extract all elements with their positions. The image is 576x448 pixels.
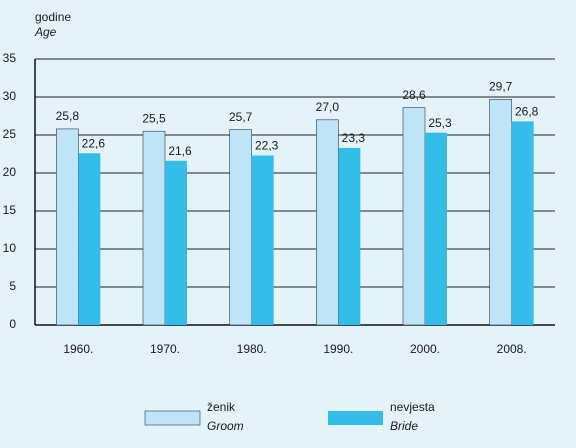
value-label: 26,8 <box>515 104 539 118</box>
y-axis-label-en: Age <box>34 25 57 39</box>
x-tick-label: 2000. <box>410 342 440 356</box>
value-label: 27,0 <box>316 100 340 114</box>
bar <box>229 129 252 326</box>
bar <box>425 132 447 325</box>
bar <box>142 130 166 326</box>
y-tick-label: 5 <box>9 279 16 293</box>
value-label: 22,6 <box>82 136 106 150</box>
y-tick-label: 10 <box>3 241 17 255</box>
value-label: 25,8 <box>56 109 80 123</box>
x-tick-label: 1970. <box>150 342 180 356</box>
x-tick-label: 1960. <box>63 342 93 356</box>
bar <box>316 119 339 326</box>
bar <box>56 128 79 326</box>
bar <box>251 155 274 325</box>
x-tick-label: 1980. <box>237 342 267 356</box>
y-tick-label: 30 <box>3 89 17 103</box>
y-tick-label: 35 <box>3 51 17 65</box>
bar <box>489 98 512 326</box>
y-axis-label: godine <box>35 10 71 24</box>
x-tick-label: 2008. <box>497 342 527 356</box>
legend-label: ženik <box>207 400 236 414</box>
bar <box>165 160 187 325</box>
value-label: 23,3 <box>342 131 366 145</box>
legend-swatch <box>144 410 201 426</box>
y-tick-label: 25 <box>3 127 17 141</box>
value-label: 28,6 <box>402 88 426 102</box>
value-label: 21,6 <box>168 144 192 158</box>
value-label: 25,5 <box>142 111 166 125</box>
x-tick-label: 1990. <box>323 342 353 356</box>
value-label: 25,3 <box>428 116 452 130</box>
y-tick-label: 20 <box>3 165 17 179</box>
value-label: 22,3 <box>255 139 279 153</box>
y-tick-label: 0 <box>9 317 16 331</box>
bar <box>338 147 361 325</box>
legend-label: nevjesta <box>390 400 435 414</box>
legend-label-en: Groom <box>207 419 244 433</box>
y-tick-label: 15 <box>3 203 17 217</box>
legend-swatch <box>328 411 383 425</box>
bar <box>402 107 426 326</box>
bar <box>511 121 534 325</box>
legend-label-en: Bride <box>390 419 418 433</box>
value-label: 29,7 <box>489 79 513 93</box>
bar <box>78 153 101 325</box>
value-label: 25,7 <box>229 110 253 124</box>
